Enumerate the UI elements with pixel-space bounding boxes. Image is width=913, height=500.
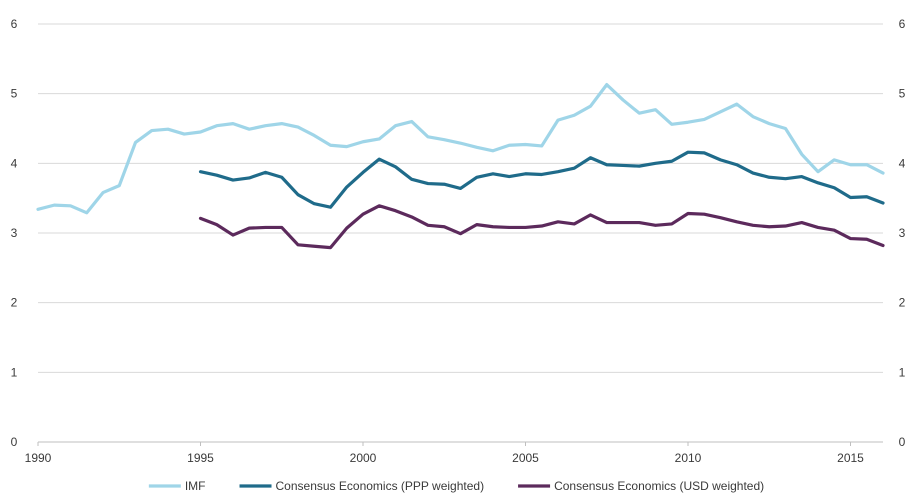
legend-label: Consensus Economics (USD weighted) [554, 479, 764, 493]
y-tick-label-right: 5 [899, 87, 906, 101]
y-tick-label-left: 0 [11, 435, 18, 449]
y-tick-label-left: 1 [11, 365, 18, 379]
y-tick-label-right: 0 [899, 435, 906, 449]
legend: IMF Consensus Economics (PPP weighted) Con… [148, 479, 764, 493]
legend-item: Consensus Economics (PPP weighted) [239, 479, 485, 493]
y-tick-label-right: 4 [899, 156, 906, 170]
series-line-2 [198, 204, 885, 250]
series-line-0 [36, 83, 885, 215]
legend-label: Consensus Economics (PPP weighted) [276, 479, 485, 493]
y-tick-label-left: 3 [11, 226, 18, 240]
y-tick-label-right: 2 [899, 296, 906, 310]
legend-item: IMF [148, 479, 206, 493]
y-tick-label-left: 2 [11, 296, 18, 310]
x-tick-label: 1990 [25, 451, 52, 465]
gridlines [38, 23, 883, 443]
y-tick-label-left: 6 [11, 17, 18, 31]
y-tick-label-right: 1 [899, 365, 906, 379]
series-line-1 [198, 150, 885, 209]
x-tick-label: 1995 [187, 451, 214, 465]
x-tick-label: 2005 [512, 451, 539, 465]
x-tick-label: 2000 [350, 451, 377, 465]
legend-item: Consensus Economics (USD weighted) [518, 479, 764, 493]
legend-label: IMF [185, 479, 206, 493]
x-tick-label: 2010 [675, 451, 702, 465]
y-tick-label-right: 6 [899, 17, 906, 31]
y-axis-left: 0 1 2 3 4 5 6 [11, 17, 18, 449]
x-axis: 1990 1995 2000 2005 2010 2015 [25, 442, 864, 465]
y-axis-right: 0 1 2 3 4 5 6 [899, 17, 906, 449]
y-tick-label-right: 3 [899, 226, 906, 240]
y-tick-label-left: 4 [11, 156, 18, 170]
y-tick-label-left: 5 [11, 87, 18, 101]
x-tick-label: 2015 [837, 451, 864, 465]
series-lines [36, 83, 885, 250]
